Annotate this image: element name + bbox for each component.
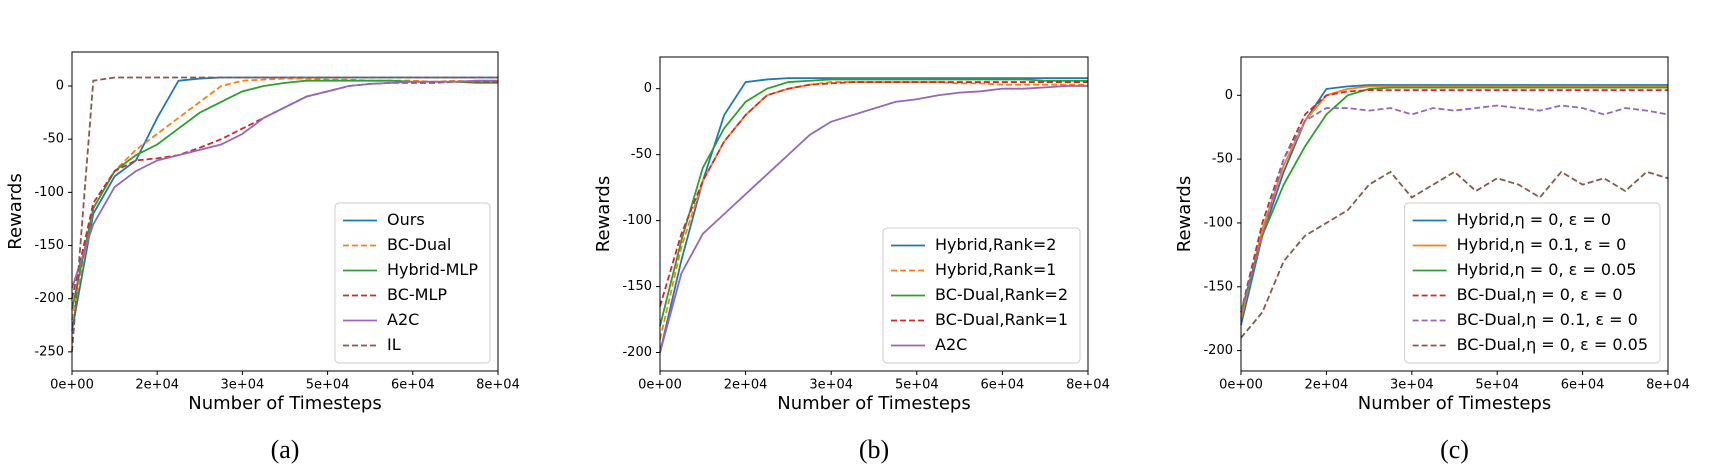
series-line: [659, 81, 1088, 340]
series-line: [1240, 89, 1668, 313]
y-tick-label: -200: [34, 291, 64, 306]
x-tick-label: 3e+04: [1390, 378, 1434, 393]
legend: Ours BC-Dual Hybrid-MLP BC-MLP A2C IL: [334, 202, 491, 364]
x-tick-label: 6e+04: [391, 378, 435, 393]
legend-label: A2C: [935, 335, 967, 354]
y-tick-label: -50: [631, 147, 652, 162]
legend-label: BC-Dual,η = 0, ε = 0: [1457, 285, 1623, 304]
legend-label: IL: [387, 335, 401, 354]
caption: (c): [1440, 435, 1469, 464]
series-line: [659, 85, 1088, 353]
series-line: [1240, 86, 1668, 313]
panel: 0e+00 2e+04 3e+04 5e+04 6e+04 8e+04 -200 -150 -1…: [1174, 56, 1690, 464]
legend-label: Hybrid,η = 0, ε = 0.05: [1457, 260, 1637, 279]
legend-label: Hybrid,Rank=1: [935, 260, 1056, 279]
x-tick-label: 6e+04: [1561, 378, 1605, 393]
series-line: [1240, 84, 1668, 326]
x-tick-label: 0e+00: [50, 378, 94, 393]
legend-label: Hybrid-MLP: [387, 260, 478, 279]
y-axis-label: Rewards: [593, 176, 614, 252]
series-line: [71, 76, 498, 352]
legend-label: BC-Dual,Rank=1: [935, 310, 1068, 329]
y-tick-label: -100: [1203, 215, 1233, 230]
plot-frame: [1240, 56, 1669, 372]
x-tick-label: 2e+04: [1305, 378, 1349, 393]
panel: 0e+00 2e+04 3e+04 5e+04 6e+04 8e+04 -250 -200 -1…: [5, 51, 520, 464]
x-tick-label: 8e+04: [1066, 378, 1110, 393]
plot-frame: [659, 56, 1089, 372]
legend: Hybrid,Rank=2 Hybrid,Rank=1 BC-Dual,Rank=2…: [882, 227, 1081, 364]
series-line: [659, 77, 1088, 353]
legend-label: A2C: [387, 310, 419, 329]
y-tick-label: -200: [1203, 343, 1233, 358]
x-tick-label: 2e+04: [135, 378, 179, 393]
y-axis-label: Rewards: [5, 173, 26, 249]
y-tick-label: -150: [1203, 279, 1233, 294]
series-line: [1240, 85, 1668, 319]
y-tick-label: -200: [622, 345, 652, 360]
y-tick-label: -150: [622, 279, 652, 294]
x-tick-label: 6e+04: [981, 378, 1025, 393]
y-tick-label: -250: [34, 344, 64, 359]
series-line: [659, 78, 1088, 327]
series-line: [659, 81, 1088, 307]
x-tick-label: 5e+04: [306, 378, 350, 393]
legend-label: BC-Dual,Rank=2: [935, 285, 1068, 304]
legend-frame: [1404, 202, 1661, 364]
x-tick-label: 8e+04: [1646, 378, 1690, 393]
y-tick-label: -150: [34, 238, 64, 253]
y-tick-label: -50: [43, 132, 64, 147]
x-tick-label: 2e+04: [724, 378, 768, 393]
x-axis-label: Number of Timesteps: [188, 393, 381, 414]
legend-label: BC-Dual: [387, 235, 451, 254]
legend-frame: [334, 202, 491, 364]
caption: (a): [271, 435, 300, 464]
caption: (b): [859, 435, 889, 464]
y-tick-label: 0: [1225, 88, 1233, 103]
x-tick-label: 0e+00: [1219, 378, 1263, 393]
legend: Hybrid,η = 0, ε = 0 Hybrid,η = 0.1, ε = 0…: [1404, 202, 1661, 364]
series-line: [1240, 170, 1669, 339]
x-tick-label: 5e+04: [1475, 378, 1519, 393]
y-tick-label: -100: [34, 185, 64, 200]
legend-label: Ours: [387, 210, 425, 229]
legend-label: BC-Dual,η = 0.1, ε = 0: [1457, 310, 1638, 329]
y-tick-label: -100: [622, 213, 652, 228]
x-axis-label: Number of Timesteps: [777, 393, 970, 414]
legend-label: BC-MLP: [387, 285, 447, 304]
y-tick-label: 0: [644, 81, 652, 96]
x-axis-label: Number of Timesteps: [1358, 393, 1551, 414]
x-tick-label: 0e+00: [638, 378, 682, 393]
legend-label: Hybrid,η = 0, ε = 0: [1457, 210, 1611, 229]
legend-label: BC-Dual,η = 0, ε = 0.05: [1457, 335, 1648, 354]
x-tick-label: 5e+04: [895, 378, 939, 393]
series-line: [1240, 104, 1669, 313]
legend-label: Hybrid,η = 0.1, ε = 0: [1457, 235, 1627, 254]
plot-frame: [71, 51, 499, 372]
series-line: [71, 79, 498, 289]
x-tick-label: 8e+04: [476, 378, 520, 393]
y-tick-label: -50: [1212, 152, 1233, 167]
y-axis-label: Rewards: [1174, 176, 1195, 252]
x-tick-label: 3e+04: [809, 378, 853, 393]
x-tick-label: 3e+04: [221, 378, 265, 393]
panel: 0e+00 2e+04 3e+04 5e+04 6e+04 8e+04 -200 -150 -1…: [593, 56, 1110, 464]
y-tick-label: 0: [56, 79, 64, 94]
legend-frame: [882, 227, 1081, 364]
legend-label: Hybrid,Rank=2: [935, 235, 1056, 254]
